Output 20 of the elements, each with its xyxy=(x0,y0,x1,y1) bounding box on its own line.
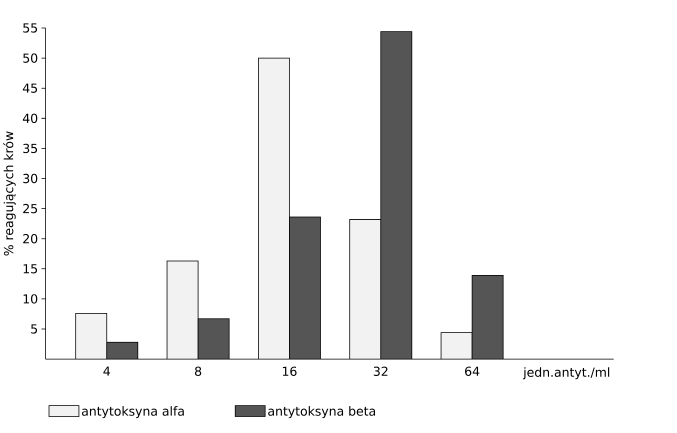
y-tick-label: 40 xyxy=(22,114,38,123)
y-tick-label: 45 xyxy=(22,84,38,93)
x-tick-label: 8 xyxy=(194,366,202,376)
x-tick-label: 16 xyxy=(282,366,297,376)
y-tick-label: 35 xyxy=(23,144,38,154)
x-tick-label: 4 xyxy=(103,366,110,376)
x-axis-title: jedn.antyt./ml xyxy=(522,367,610,380)
y-tick-label: 25 xyxy=(23,204,38,214)
legend-label: antytoksyna alfa xyxy=(82,406,184,418)
x-tick-label: 32 xyxy=(374,366,388,376)
y-tick-label: 55 xyxy=(23,23,38,33)
y-tick-label: 10 xyxy=(24,294,38,304)
x-tick-label: 64 xyxy=(465,366,480,376)
y-tick-label: 5 xyxy=(31,324,38,334)
y-tick-label: 30 xyxy=(23,174,38,184)
y-axis-title: % reagujących krów xyxy=(3,131,16,256)
y-tick-label: 15 xyxy=(24,264,38,274)
y-tick-label: 20 xyxy=(23,234,38,244)
legend-label: antytoksyna beta xyxy=(268,406,376,418)
y-tick-label: 50 xyxy=(23,53,38,63)
